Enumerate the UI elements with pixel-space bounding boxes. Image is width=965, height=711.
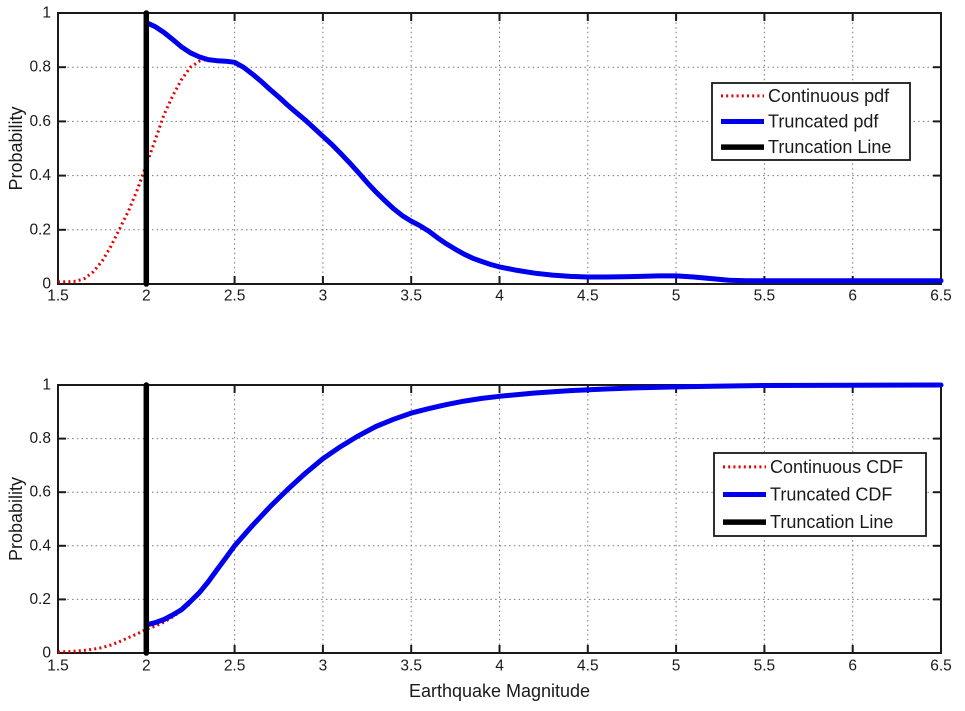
x-tick-label: 3	[319, 657, 328, 674]
y-tick-label: 0.2	[29, 591, 51, 608]
y-tick-label: 0	[42, 276, 51, 293]
y-tick-label: 1	[42, 377, 51, 394]
y-tick-label: 0.6	[29, 484, 51, 501]
x-tick-label: 2.5	[224, 287, 246, 304]
x-tick-label: 3.5	[400, 287, 422, 304]
legend-label: Truncated CDF	[770, 485, 892, 505]
x-tick-label: 5	[672, 657, 681, 674]
x-tick-label: 4.5	[577, 287, 599, 304]
x-tick-label: 4.5	[577, 657, 599, 674]
legend-label: Truncation Line	[770, 512, 893, 532]
x-tick-label: 4	[495, 657, 504, 674]
curve-truncated-cdf	[143, 382, 944, 628]
x-tick-label: 6.5	[930, 287, 952, 304]
x-tick-label: 6.5	[930, 657, 952, 674]
y-tick-label: 0.4	[29, 167, 51, 184]
x-axis-label: Earthquake Magnitude	[409, 681, 590, 701]
legend: Continuous pdf Truncated pdf Truncation Li…	[711, 82, 911, 161]
x-tick-label: 2	[142, 657, 151, 674]
x-tick-label: 3.5	[400, 657, 422, 674]
y-tick-label: 0.8	[29, 59, 51, 76]
truncated-cdf-plot: Continuous CDF Truncated CDF Truncation Li…	[6, 377, 952, 702]
x-tick-label: 5.5	[754, 287, 776, 304]
y-axis-label: Probability	[6, 477, 26, 561]
x-tick-label: 6	[848, 657, 857, 674]
curve-continuous-pdf	[58, 57, 218, 284]
x-tick-label: 1.5	[47, 287, 69, 304]
y-tick-label: 0.4	[29, 537, 51, 554]
x-tick-label: 3	[319, 287, 328, 304]
y-tick-label: 0.8	[29, 430, 51, 447]
legend-label: Truncated pdf	[768, 112, 879, 132]
curve-continuous-cdf	[57, 602, 192, 654]
x-tick-label: 6	[848, 287, 857, 304]
legend-label: Truncation Line	[768, 137, 891, 157]
x-tick-label: 5	[672, 287, 681, 304]
truncated-pdf-plot: Continuous pdf Truncated pdf Truncation Li…	[6, 5, 952, 305]
legend: Continuous CDF Truncated CDF Truncation Li…	[713, 452, 927, 537]
x-tick-label: 2.5	[224, 657, 246, 674]
y-tick-label: 0.6	[29, 113, 51, 130]
y-tick-label: 0.2	[29, 221, 51, 238]
x-tick-label: 1.5	[47, 657, 69, 674]
y-tick-label: 0	[42, 645, 51, 662]
x-tick-label: 4	[495, 287, 504, 304]
x-tick-label: 5.5	[754, 657, 776, 674]
y-tick-label: 1	[42, 5, 51, 22]
legend-label: Continuous CDF	[770, 457, 903, 477]
legend-label: Continuous pdf	[768, 86, 890, 106]
y-axis-label: Probability	[6, 106, 26, 190]
curve-truncated-pdf	[143, 20, 944, 284]
x-tick-label: 2	[142, 287, 151, 304]
